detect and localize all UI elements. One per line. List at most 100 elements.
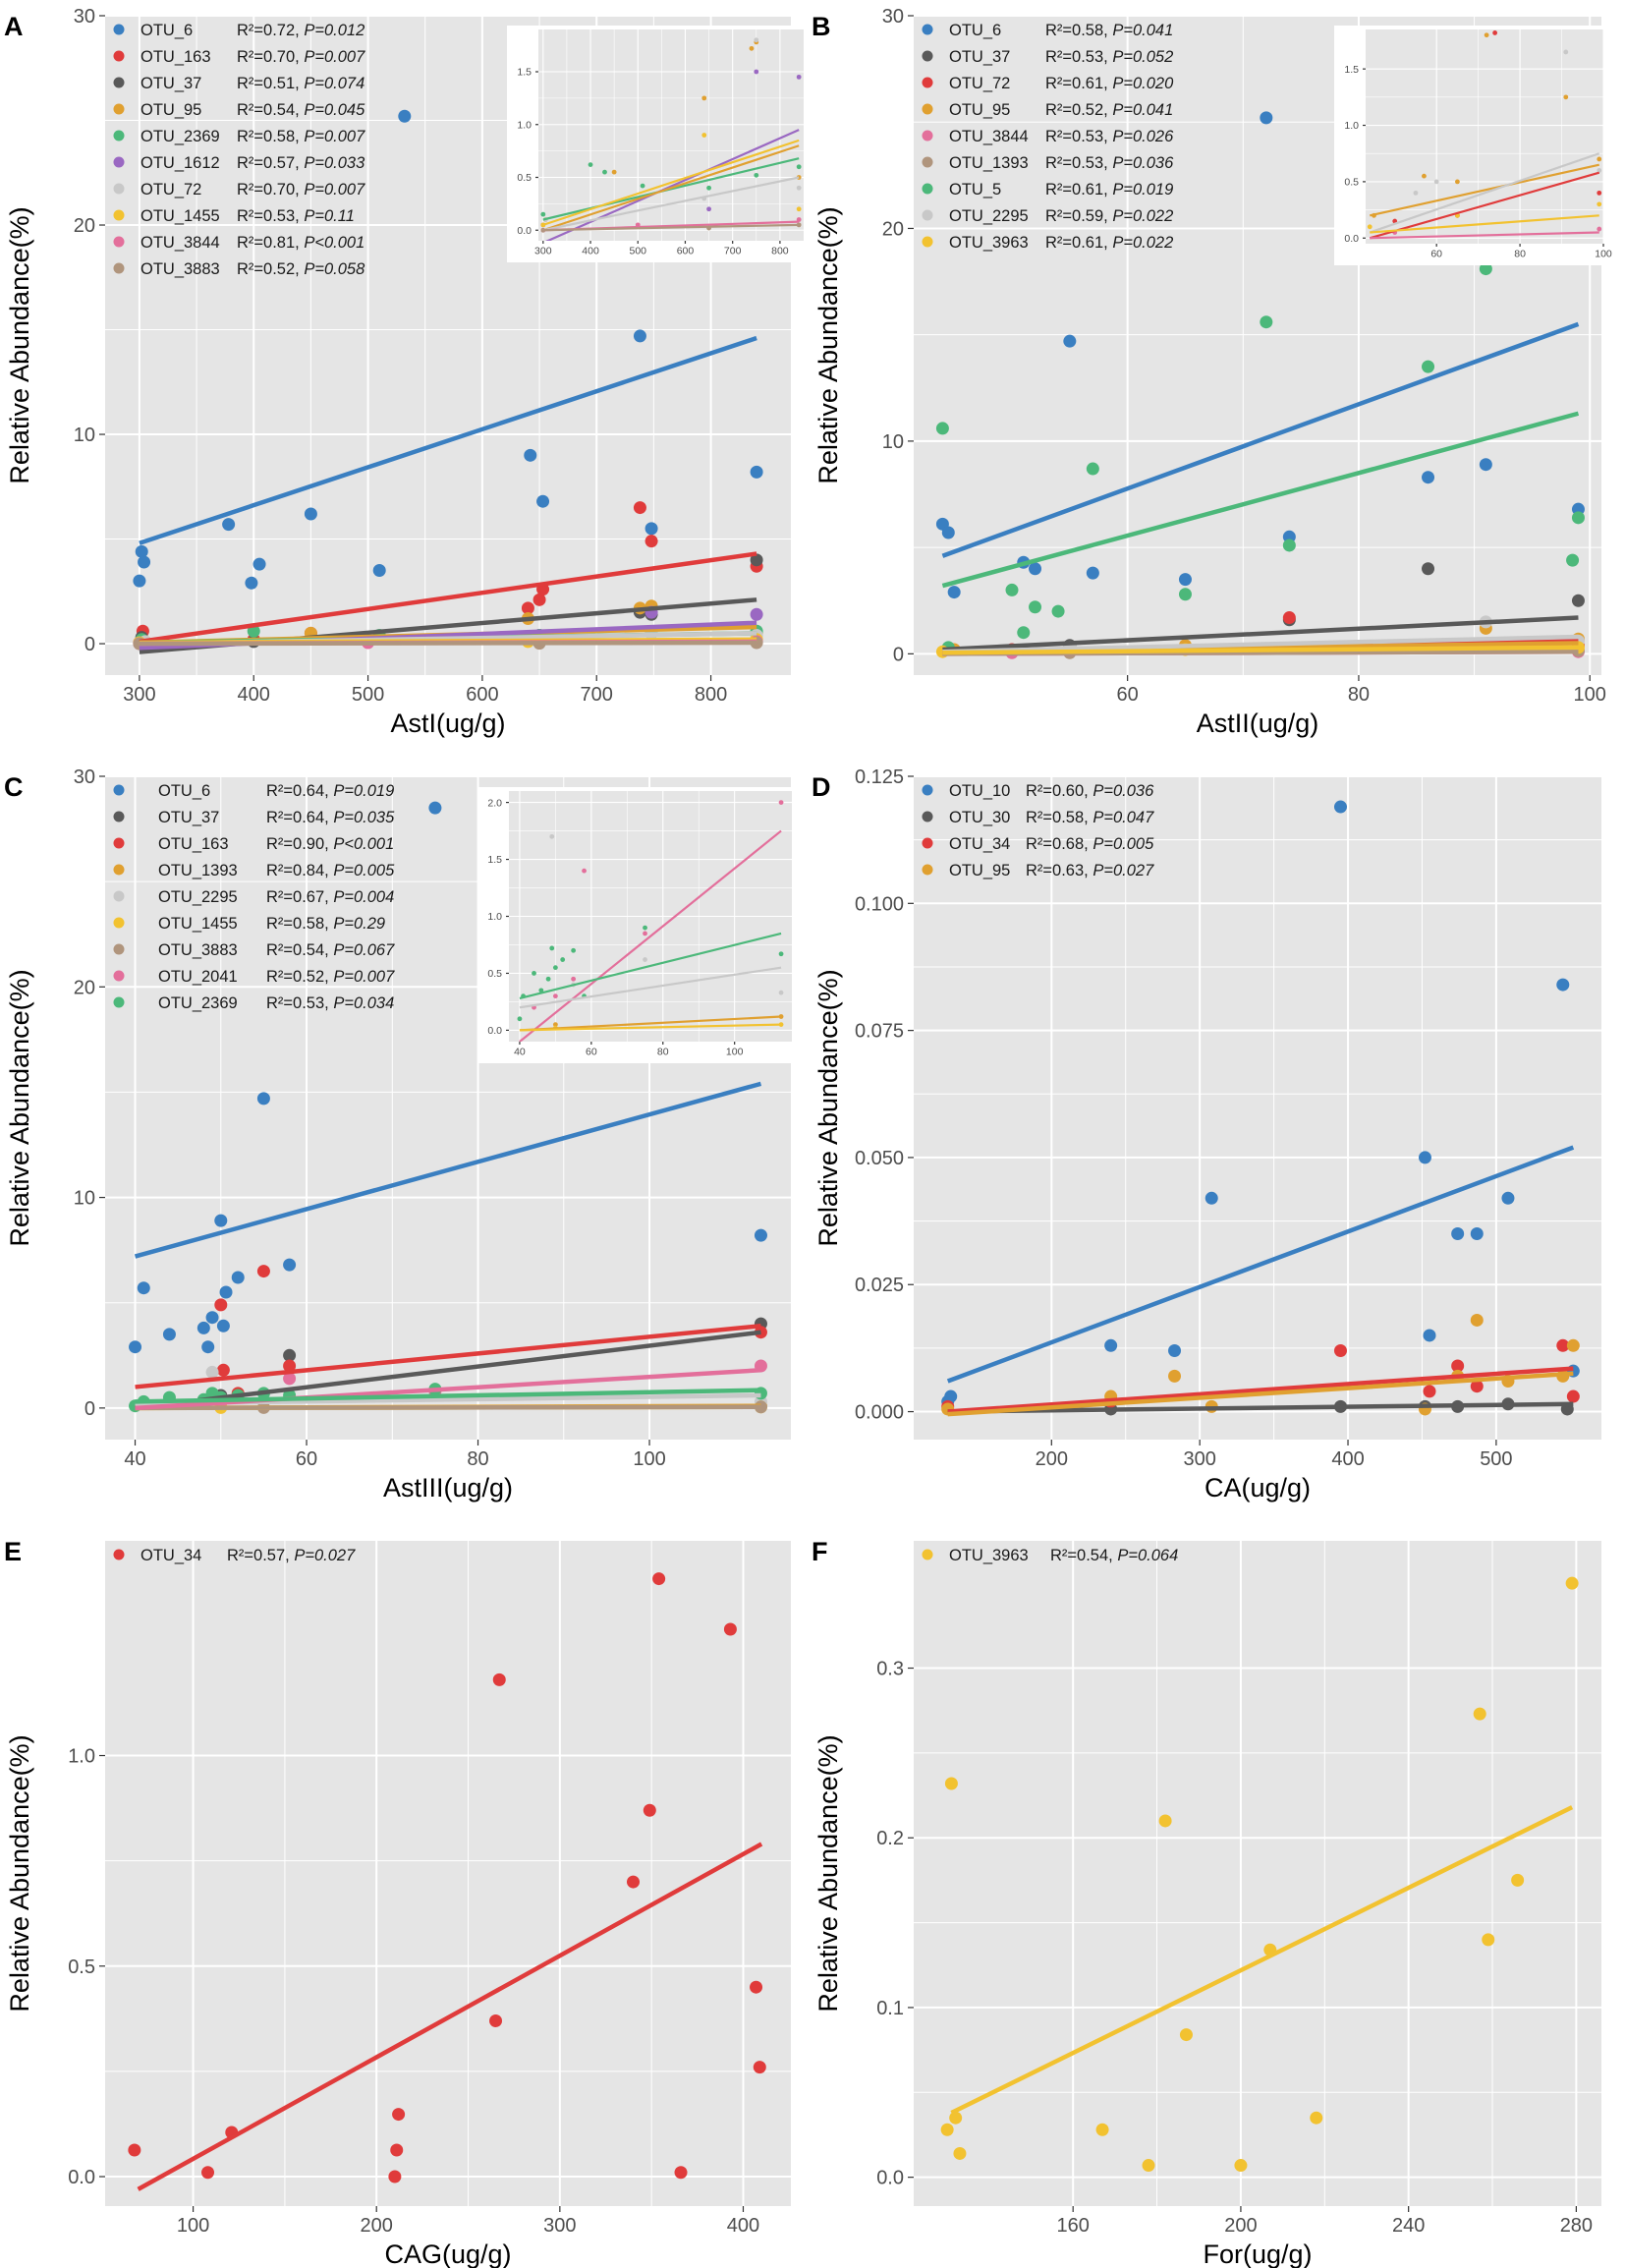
panel-e: 100 200 300 400 0.0 0.5 1.0 E CAG(ug/g) Relative … xyxy=(4,1537,791,2268)
legend-item: OTU_1612 R²=0.57, P=0.033 xyxy=(113,154,365,172)
legend-r2: R²=0.58, xyxy=(1045,22,1112,39)
inset-data-point xyxy=(754,69,759,75)
inset-data-point xyxy=(532,971,536,976)
legend-key xyxy=(113,784,125,796)
legend-pvalue: P=0.005 xyxy=(1093,835,1154,853)
legend-r2: R²=0.70, xyxy=(237,181,304,198)
inset-plot: 40 60 80 100 0.0 0.5 1.0 1.5 2.0 xyxy=(477,787,800,1063)
inset-data-point xyxy=(611,169,617,175)
data-point xyxy=(1282,539,1296,552)
legend-stats: R²=0.72, P=0.012 xyxy=(237,22,364,39)
regression-line xyxy=(135,1404,761,1411)
legend-r2: R²=0.52, xyxy=(266,968,333,986)
data-point xyxy=(753,2061,766,2074)
y-axis-title: Relative Abundance(%) xyxy=(5,206,34,483)
legend-item: OTU_37 R²=0.51, P=0.074 xyxy=(113,75,364,92)
legend-label: OTU_1455 xyxy=(158,915,238,933)
legend-pvalue: P=0.004 xyxy=(333,888,394,906)
panel-a: 300 400 500 600 700 800 0 10 20 30 A AstI(ug/g) Rela… xyxy=(4,6,812,738)
inset-data-point xyxy=(706,185,711,191)
data-point xyxy=(162,1328,176,1341)
inset-plot: 60 80 100 0.0 0.5 1.0 1.5 xyxy=(1334,26,1612,265)
y-tick-label: 0.0 xyxy=(876,2168,904,2189)
legend-r2: R²=0.90, xyxy=(266,835,333,853)
inset-regression-line xyxy=(519,829,782,1042)
legend-stats: R²=0.61, P=0.020 xyxy=(1045,75,1174,92)
legend-stats: R²=0.60, P=0.036 xyxy=(1026,782,1154,800)
inset-data-point xyxy=(754,172,759,178)
legend-stats: R²=0.64, P=0.035 xyxy=(266,809,395,826)
inset-plot-background xyxy=(538,29,804,241)
legend-pvalue: P=0.074 xyxy=(304,75,364,92)
data-point xyxy=(953,2146,967,2160)
legend: OTU_34 R²=0.57, P=0.027 xyxy=(113,1547,356,1564)
y-tick-label: 0.3 xyxy=(876,1659,904,1680)
legend-key xyxy=(113,917,125,929)
inset-regression-line xyxy=(519,966,782,1009)
data-point xyxy=(1086,566,1099,580)
legend-key xyxy=(922,784,933,796)
legend-label: OTU_1455 xyxy=(140,207,220,225)
data-point xyxy=(201,1340,215,1354)
legend-item: OTU_1455 R²=0.58, P=0.29 xyxy=(113,915,385,933)
y-tick-label: 10 xyxy=(882,431,904,453)
data-point xyxy=(129,1340,142,1354)
y-tick-label: 0.5 xyxy=(68,1956,95,1978)
inset-data-point xyxy=(643,925,647,931)
x-axis-title: CAG(ug/g) xyxy=(384,2240,511,2268)
inset-y-tick-label: 0.0 xyxy=(517,225,532,237)
x-tick-label: 800 xyxy=(695,684,727,706)
inset-x-tick-label: 80 xyxy=(657,1047,669,1058)
inset-data-point xyxy=(778,951,784,957)
inset-data-point xyxy=(701,95,707,101)
data-point xyxy=(947,586,961,599)
data-point xyxy=(388,2170,402,2183)
inset-data-point xyxy=(640,183,645,189)
inset-data-point xyxy=(796,74,802,80)
legend-key xyxy=(922,156,933,168)
legend-label: OTU_1612 xyxy=(140,154,220,172)
inset-data-point xyxy=(1367,224,1373,230)
legend-label: OTU_2295 xyxy=(949,207,1029,225)
data-point xyxy=(521,601,534,615)
legend-pvalue: P=0.067 xyxy=(333,941,395,959)
inset-data-point xyxy=(545,976,551,982)
legend-key xyxy=(113,262,125,274)
inset-x-tick-label: 600 xyxy=(677,246,695,257)
data-point xyxy=(137,1281,150,1295)
legend-item: OTU_5 R²=0.61, P=0.019 xyxy=(922,181,1173,198)
inset-data-point xyxy=(796,185,802,191)
legend-r2: R²=0.61, xyxy=(1045,181,1112,198)
data-point xyxy=(626,1875,640,1889)
legend: OTU_6 R²=0.72, P=0.012 OTU_163 R²=0.70, P=0… xyxy=(113,22,365,278)
inset-y-tick-label: 0.5 xyxy=(1344,177,1359,189)
legend-label: OTU_95 xyxy=(949,101,1010,119)
legend-r2: R²=0.53, xyxy=(237,207,304,225)
data-point xyxy=(536,494,550,508)
inset-y-tick-label: 0.0 xyxy=(1344,233,1359,245)
regression-line xyxy=(947,1401,1574,1414)
legend-label: OTU_1393 xyxy=(949,154,1029,172)
data-point xyxy=(1482,1933,1495,1947)
legend-pvalue: P=0.11 xyxy=(304,207,355,225)
data-point xyxy=(205,1365,219,1379)
data-point xyxy=(1104,1338,1118,1352)
data-point xyxy=(1051,604,1065,618)
legend-label: OTU_2295 xyxy=(158,888,238,906)
legend-item: OTU_1393 R²=0.53, P=0.036 xyxy=(922,154,1174,172)
data-point xyxy=(1470,1227,1484,1241)
legend-label: OTU_95 xyxy=(949,862,1010,879)
legend-key xyxy=(113,77,125,88)
regression-line xyxy=(134,1081,762,1259)
legend: OTU_3963 R²=0.54, P=0.064 xyxy=(922,1547,1178,1564)
panel-c: 40 60 80 100 0 10 20 30 C AstIII(ug/g) Relative Ab… xyxy=(4,766,800,1503)
data-point xyxy=(1142,2159,1155,2173)
x-tick-label: 60 xyxy=(296,1448,317,1470)
data-layer xyxy=(133,40,763,654)
y-tick-label: 20 xyxy=(882,218,904,240)
legend-pvalue: P=0.036 xyxy=(1112,154,1174,172)
legend-label: OTU_37 xyxy=(158,809,219,826)
x-tick-label: 700 xyxy=(581,684,613,706)
y-axis-title: Relative Abundance(%) xyxy=(5,1734,34,2012)
